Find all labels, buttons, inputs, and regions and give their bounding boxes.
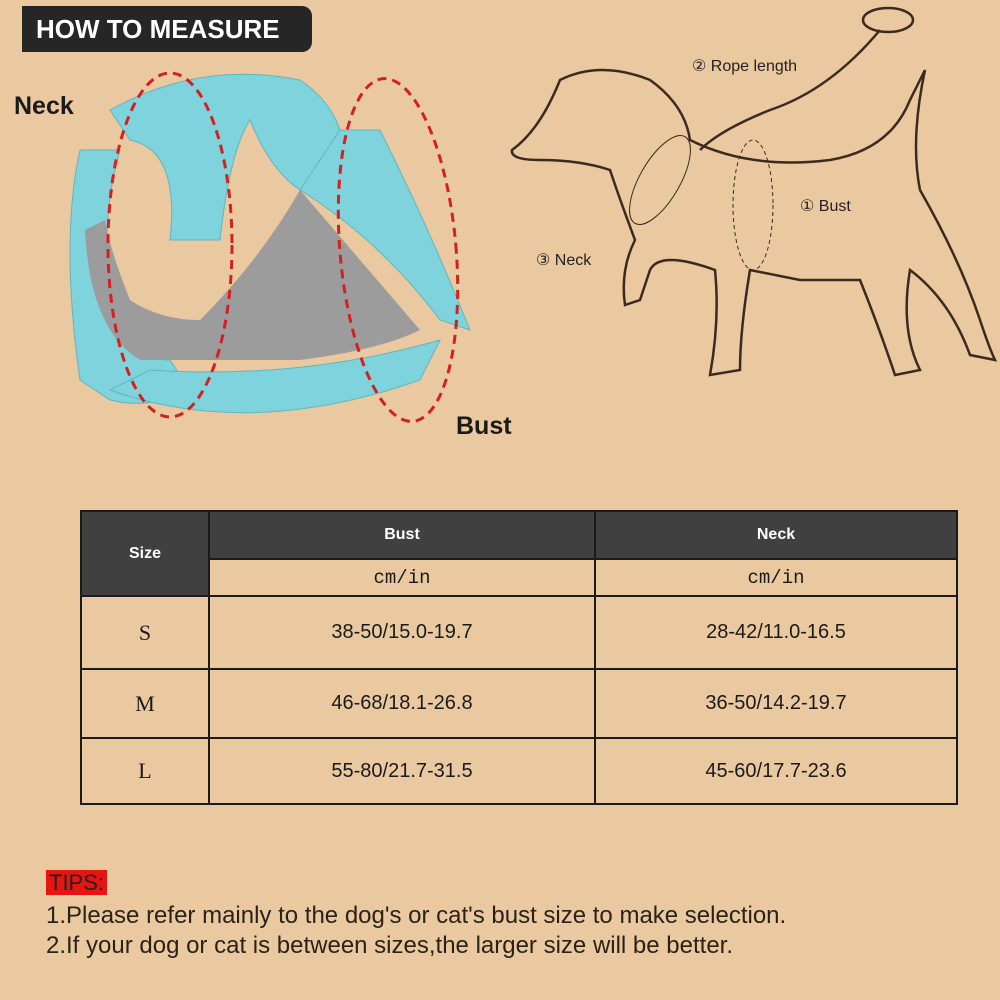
bust-header: Bust: [208, 510, 596, 560]
bust-cell: 38-50/15.0-19.7: [208, 595, 596, 670]
neck-measure-line: [629, 135, 691, 225]
how-to-measure-badge: HOW TO MEASURE: [22, 6, 312, 52]
tip-item: 1.Please refer mainly to the dog's or ca…: [46, 902, 787, 929]
rope-length-label: ② Rope length: [692, 58, 798, 75]
neck-cell: 36-50/14.2-19.7: [594, 668, 958, 739]
bust-cell: 55-80/21.7-31.5: [208, 737, 596, 805]
table-row: S 38-50/15.0-19.7 28-42/11.0-16.5: [80, 595, 958, 670]
harness-mesh: [85, 190, 420, 360]
dog-neck-label: ③ Neck: [536, 252, 592, 269]
harness-right-strap: [299, 129, 471, 331]
size-cell: M: [80, 668, 210, 739]
bust-dashed-ellipse: [336, 77, 460, 423]
table-row: L 55-80/21.7-31.5 45-60/17.7-23.6: [80, 737, 958, 805]
size-header: Size: [80, 510, 210, 597]
harness-illustration: [69, 71, 471, 423]
neck-cell: 28-42/11.0-16.5: [594, 595, 958, 670]
bust-cell: 46-68/18.1-26.8: [208, 668, 596, 739]
neck-dashed-ellipse: [106, 71, 234, 419]
size-cell: S: [80, 595, 210, 670]
size-table: Size Bust Neck cm/in cm/in S 38-50/15.0-…: [80, 510, 958, 805]
size-cell: L: [80, 737, 210, 805]
table-row: M 46-68/18.1-26.8 36-50/14.2-19.7: [80, 668, 958, 739]
bust-unit: cm/in: [208, 558, 596, 597]
tip-item: 2.If your dog or cat is between sizes,th…: [46, 932, 734, 959]
bust-label: Bust: [456, 412, 512, 440]
neck-unit: cm/in: [594, 558, 958, 597]
dog-bust-label: ① Bust: [800, 198, 851, 215]
bust-measure-line: [732, 139, 774, 271]
neck-label: Neck: [14, 92, 74, 120]
dog-outline-illustration: [510, 6, 998, 377]
harness-bottom-band: [108, 339, 441, 414]
neck-header: Neck: [594, 510, 958, 560]
neck-cell: 45-60/17.7-23.6: [594, 737, 958, 805]
tips-label: TIPS:: [46, 870, 108, 895]
